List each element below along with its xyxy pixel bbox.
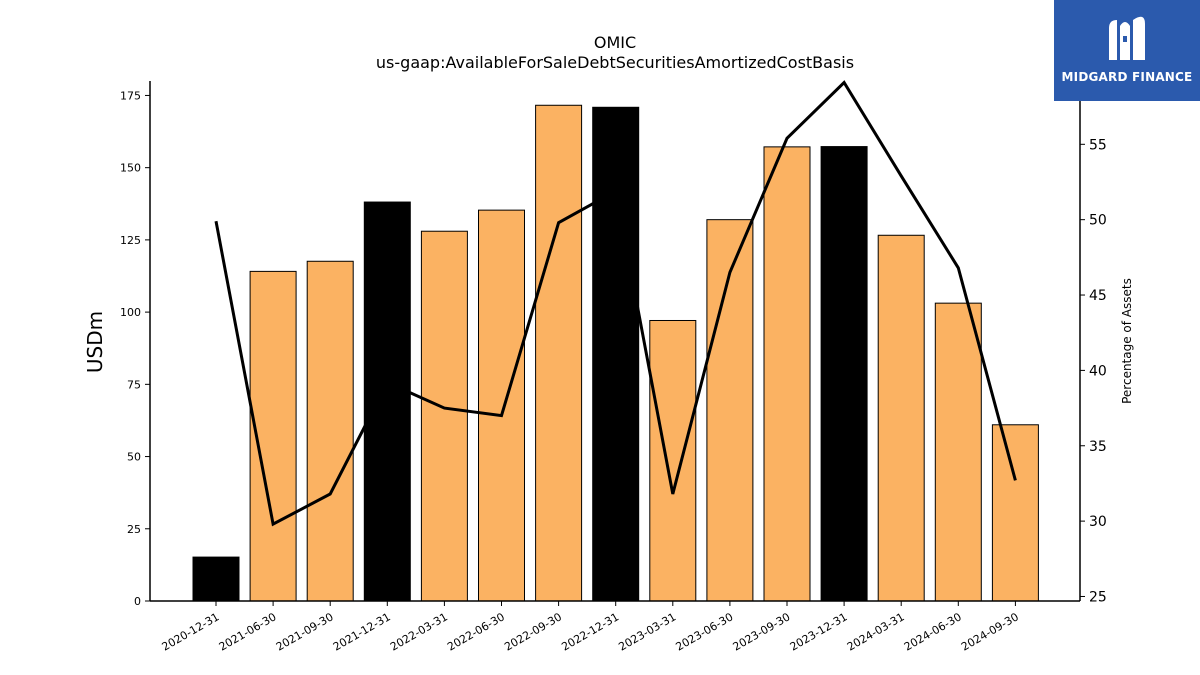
bar-2022-03-31	[420, 230, 468, 602]
bar-2021-12-31	[363, 201, 411, 602]
logo-text: MIDGARD FINANCE	[1061, 70, 1193, 84]
bar-2020-12-31	[192, 556, 240, 602]
x-tick-label: 2022-03-31	[388, 610, 450, 653]
midgard-logo-icon	[1109, 16, 1145, 60]
bar-2022-09-30	[535, 104, 583, 602]
y-tick-label: 150	[120, 162, 141, 175]
bar-2024-03-31	[877, 234, 925, 602]
bar-2022-06-30	[478, 209, 525, 602]
x-tick-label: 2023-09-30	[731, 610, 793, 653]
chart-title: OMIC	[594, 33, 636, 52]
y-tick-label: 125	[120, 234, 141, 247]
x-tick-label: 2022-12-31	[559, 610, 621, 653]
y-tick-label: 175	[120, 89, 141, 102]
y-tick-label: 100	[120, 306, 141, 319]
x-tick-label: 2023-06-30	[674, 610, 736, 653]
y-tick-label: 0	[134, 595, 141, 608]
midgard-finance-logo: MIDGARD FINANCE	[1054, 0, 1200, 101]
x-tick-label: 2023-12-31	[788, 610, 850, 653]
y-axis-label: USDm	[83, 311, 107, 373]
bar-2024-06-30	[934, 302, 982, 602]
x-tick-label: 2024-03-31	[845, 610, 907, 653]
x-tick-label: 2024-09-30	[959, 610, 1021, 653]
y2-tick-label: 40	[1089, 363, 1107, 379]
bar-2023-03-31	[649, 319, 697, 602]
y2-tick-label: 25	[1089, 589, 1107, 605]
x-tick-label: 2024-06-30	[902, 610, 964, 653]
x-tick-label: 2022-06-30	[445, 610, 507, 653]
x-tick-label: 2021-09-30	[274, 610, 336, 653]
y2-tick-label: 30	[1089, 514, 1107, 530]
x-tick-label: 2023-03-31	[616, 610, 678, 653]
y-tick-label: 75	[127, 378, 141, 391]
y2-axis-label: Percentage of Assets	[1120, 278, 1134, 404]
bar-2021-09-30	[306, 260, 354, 602]
x-tick-label: 2020-12-31	[160, 610, 222, 653]
bar-2023-09-30	[763, 146, 811, 602]
x-tick-label: 2022-09-30	[502, 610, 564, 653]
bar-2023-06-30	[706, 219, 754, 602]
y2-tick-label: 35	[1089, 439, 1107, 455]
bars-layer	[192, 104, 1039, 602]
bar-2023-12-31	[820, 146, 868, 602]
chart-subtitle: us-gaap:AvailableForSaleDebtSecuritiesAm…	[376, 53, 854, 72]
y-tick-label: 25	[127, 523, 141, 536]
bar-2022-12-31	[592, 106, 640, 602]
y2-tick-label: 45	[1089, 288, 1107, 304]
bar-2024-09-30	[991, 424, 1039, 602]
y-tick-label: 50	[127, 451, 141, 464]
y2-tick-label: 55	[1089, 137, 1107, 153]
line-layer	[214, 80, 1017, 527]
x-tick-label: 2021-12-31	[331, 610, 393, 653]
x-tick-label: 2021-06-30	[217, 610, 279, 653]
y2-tick-label: 50	[1089, 213, 1107, 229]
